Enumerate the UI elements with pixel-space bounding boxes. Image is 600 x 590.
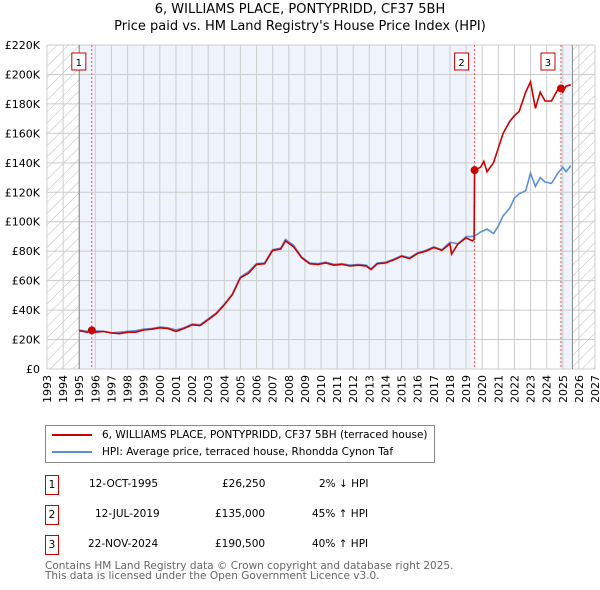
x-tick-label: 2020 <box>476 375 489 403</box>
price-chart: 1993 1994 1995 1996 1997 1998 1999 2000 2001 2002… <box>5 39 600 403</box>
price-line <box>79 79 572 335</box>
legend: 6, WILLIAMS PLACE, PONTYPRIDD, CF37 5BH … <box>45 425 435 463</box>
legend-item-hpi: HPI: Average price, terraced house, Rhon… <box>52 446 393 458</box>
x-tick-label: 2021 <box>492 375 505 403</box>
ownership-shade <box>560 45 573 369</box>
sale-label: 3 <box>545 58 551 69</box>
x-tick-label: 2009 <box>299 375 312 403</box>
ownership-shade <box>79 45 475 369</box>
sale-row: 2 12-JUL-2019 £135,000 45% ↑ HPI <box>45 505 445 525</box>
sale-point <box>470 166 479 175</box>
sale-row: 1 12-OCT-1995 £26,250 2% ↓ HPI <box>45 475 445 495</box>
sale-label: 2 <box>458 58 464 69</box>
sale-row: 3 22-NOV-2024 £190,500 40% ↑ HPI <box>45 535 445 555</box>
sale-hpi: 2% ↓ HPI <box>319 478 369 490</box>
y-tick-label: £20K <box>12 334 41 347</box>
y-tick-label: £180K <box>5 98 41 111</box>
x-tick-label: 2002 <box>186 375 199 403</box>
x-tick-label: 2007 <box>267 375 280 403</box>
footer-copyright: Contains HM Land Registry data © Crown c… <box>45 560 454 572</box>
sale-marker: 2 <box>45 505 59 525</box>
sale-label-box <box>540 52 556 71</box>
x-tick-label: 1995 <box>73 375 86 403</box>
x-tick-label: 2026 <box>573 375 586 403</box>
x-tick-label: 1999 <box>138 375 151 403</box>
sale-marker: 3 <box>45 535 59 555</box>
x-tick-label: 1997 <box>105 375 118 403</box>
x-tick-label: 2003 <box>202 375 215 403</box>
chart-title: 6, WILLIAMS PLACE, PONTYPRIDD, CF37 5BH <box>154 2 446 17</box>
x-tick-label: 2006 <box>251 375 264 403</box>
sale-point <box>87 326 96 335</box>
x-tick-label: 2000 <box>154 375 167 403</box>
x-tick-label: 2016 <box>412 375 425 403</box>
x-tick-label: 2001 <box>170 375 183 403</box>
x-tick-label: 2005 <box>234 375 247 403</box>
x-tick-label: 2011 <box>331 375 344 403</box>
x-tick-label: 2012 <box>347 375 360 403</box>
x-tick-label: 2004 <box>218 375 231 403</box>
legend-swatch-price <box>52 434 92 436</box>
footer: Contains HM Land Registry data © Crown c… <box>45 560 454 582</box>
y-tick-label: £100K <box>5 216 41 229</box>
sale-label-box <box>454 52 470 71</box>
sale-marker: 1 <box>45 475 59 495</box>
y-tick-label: £200K <box>5 68 41 81</box>
x-tick-label: 2025 <box>557 375 570 403</box>
legend-label-price: 6, WILLIAMS PLACE, PONTYPRIDD, CF37 5BH … <box>102 429 428 441</box>
legend-item-price: 6, WILLIAMS PLACE, PONTYPRIDD, CF37 5BH … <box>52 429 428 441</box>
x-tick-label: 1998 <box>122 375 135 403</box>
x-tick-label: 2014 <box>379 375 392 403</box>
y-tick-label: £160K <box>5 127 41 140</box>
x-tick-label: 1993 <box>41 375 54 403</box>
sale-label-box <box>71 52 87 71</box>
sale-price: £135,000 <box>215 508 266 520</box>
x-tick-label: 2022 <box>508 375 521 403</box>
x-tick-label: 2019 <box>460 375 473 403</box>
x-tick-label: 2027 <box>589 375 600 403</box>
x-tick-label: 2008 <box>283 375 296 403</box>
sale-date: 12-OCT-1995 <box>89 478 158 490</box>
x-tick-label: 2017 <box>428 375 441 403</box>
y-tick-label: £140K <box>5 157 41 170</box>
y-tick-label: £60K <box>12 275 41 288</box>
x-tick-label: 2023 <box>525 375 538 403</box>
legend-swatch-hpi <box>52 451 92 453</box>
x-tick-label: 2010 <box>315 375 328 403</box>
sale-label: 1 <box>76 58 82 69</box>
y-tick-label: £80K <box>12 245 41 258</box>
x-tick-label: 2024 <box>541 375 554 403</box>
chart-subtitle: Price paid vs. HM Land Registry's House … <box>114 19 486 34</box>
sale-date: 12-JUL-2019 <box>95 508 160 520</box>
y-tick-label: £120K <box>5 186 41 199</box>
sale-date: 22-NOV-2024 <box>88 538 159 550</box>
x-tick-label: 1994 <box>57 375 70 403</box>
sale-price: £190,500 <box>215 538 266 550</box>
x-tick-label: 1996 <box>89 375 102 403</box>
y-tick-label: £0 <box>26 363 40 376</box>
no-data-hatch <box>572 45 595 369</box>
footer-licence: This data is licensed under the Open Gov… <box>45 570 380 582</box>
legend-label-hpi: HPI: Average price, terraced house, Rhon… <box>102 446 394 458</box>
y-tick-label: £40K <box>12 304 41 317</box>
x-tick-label: 2018 <box>444 375 457 403</box>
sale-hpi: 45% ↑ HPI <box>312 508 369 520</box>
x-tick-label: 2013 <box>363 375 376 403</box>
sale-point <box>556 84 565 93</box>
sale-price: £26,250 <box>222 478 266 490</box>
x-tick-label: 2015 <box>396 375 409 403</box>
y-tick-label: £220K <box>5 39 41 52</box>
sale-hpi: 40% ↑ HPI <box>312 538 369 550</box>
